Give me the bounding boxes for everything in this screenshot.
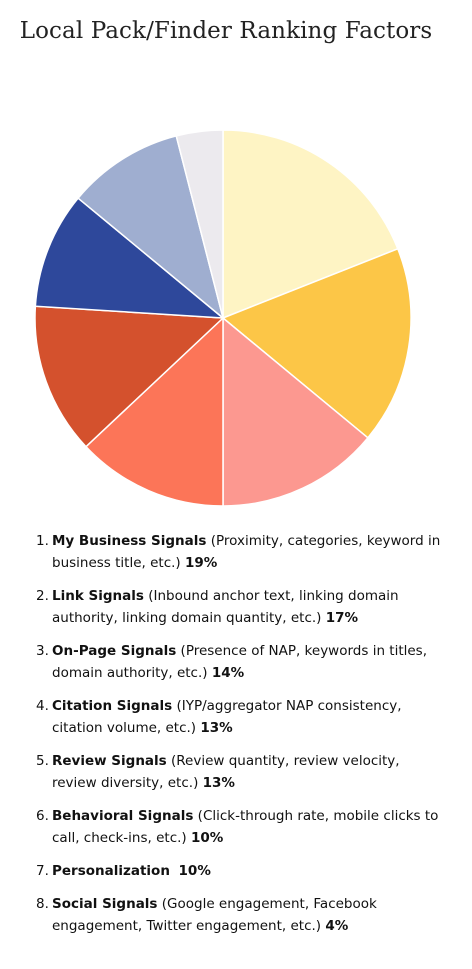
legend-item-detail: (Proximity, categories, keyword in busin… [52,533,441,571]
pie-slices [34,129,412,507]
legend-item-name: Link Signals [52,588,144,604]
legend-item-percent: 17% [325,610,359,626]
legend-item: 5. Review Signals (Review quantity, revie… [36,750,446,794]
legend-item-percent: 19% [184,555,218,571]
legend-item-number: 5. [36,753,49,769]
legend-item-percent: 13% [202,775,235,791]
chart-title: Local Pack/Finder Ranking Factors [19,18,433,44]
legend-item-number: 8. [36,896,49,912]
legend-item-number: 6. [36,808,49,824]
legend-item-number: 3. [36,643,49,659]
legend-item-detail: (IYP/aggregator NAP consistency, citatio… [52,698,402,736]
legend-item-number: 4. [36,698,49,714]
legend-item-percent: 10% [190,830,224,846]
legend-item: 1. My Business Signals (Proximity, catego… [36,530,446,574]
pie-slice-5 [34,305,225,448]
legend-item-name: My Business Signals [52,533,207,549]
legend-item-detail: (Inbound anchor text, linking domain aut… [52,588,399,626]
legend-item-name: On-Page Signals [52,643,177,659]
pie-chart [34,129,412,507]
pie-slice-1 [222,129,399,320]
legend-item-name: Review Signals [52,753,167,769]
legend-item: 8. Social Signals (Google engagement, Fac… [36,893,446,937]
legend-item-percent: 4% [325,918,349,934]
legend-item-percent: 14% [211,665,245,681]
legend-item: 3. On-Page Signals (Presence of NAP, keyw… [36,640,446,684]
legend-item-number: 1. [36,533,49,549]
legend-item-name: Behavioral Signals [52,808,194,824]
legend-item-number: 7. [36,863,49,879]
legend-item: 4. Citation Signals (IYP/aggregator NAP c… [36,695,446,739]
legend-item: 7. Personalization 10% [36,860,446,882]
legend-item-name: Citation Signals [52,698,173,714]
pie-slice-6 [34,197,226,319]
legend-item-name: Personalization [52,863,170,879]
legend-item-detail: (Presence of NAP, keywords in titles, do… [52,643,428,681]
legend-item-percent: 10% [178,863,211,879]
legend-item-detail: (Click-through rate, mobile clicks to ca… [52,808,439,846]
legend-item-name: Social Signals [52,896,158,912]
pie-slice-7 [77,134,225,321]
legend-item-percent: 13% [200,720,233,736]
pie-slice-3 [222,316,369,507]
legend-item-number: 2. [36,588,49,604]
legend-item: 6. Behavioral Signals (Click-through rate… [36,805,446,849]
legend-item: 2. Link Signals (Inbound anchor text, lin… [36,585,446,629]
pie-slice-2 [221,247,412,439]
pie-slice-4 [84,316,224,507]
pie-slice-8 [175,129,224,319]
legend-item-detail: (Review quantity, review velocity, revie… [52,753,400,791]
legend-list: 1. My Business Signals (Proximity, catego… [36,530,446,948]
legend-item-detail: (Google engagement, Facebook engagement,… [52,896,377,934]
